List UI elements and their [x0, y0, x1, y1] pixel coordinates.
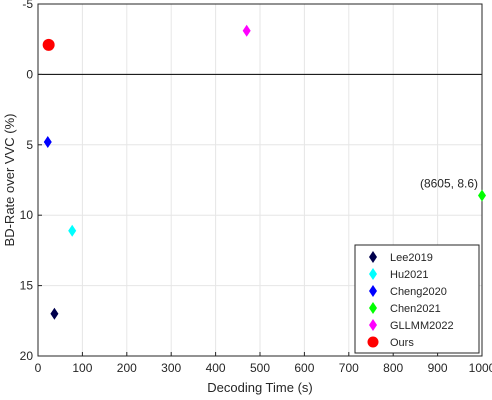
- chen2021-point: [478, 189, 486, 202]
- y-tick-label: 10: [20, 208, 34, 222]
- y-tick-label: 0: [26, 67, 33, 81]
- legend-marker: [369, 285, 377, 297]
- y-tick-label: -5: [22, 0, 33, 11]
- cheng2020-point: [43, 135, 52, 148]
- legend-marker: [369, 268, 377, 280]
- data-points: [42, 24, 486, 320]
- legend-label: Chen2021: [390, 303, 441, 315]
- x-tick-label: 900: [428, 361, 448, 375]
- y-axis-ticks: -5 0 5 10 15 20: [20, 0, 42, 363]
- lee2019-point: [50, 307, 59, 320]
- legend-marker: [367, 336, 379, 348]
- legend-marker: [369, 302, 377, 314]
- x-tick-label: 100: [72, 361, 92, 375]
- legend-entry: GLLMM2022: [369, 319, 454, 332]
- legend-entry: Hu2021: [369, 268, 429, 281]
- x-tick-label: 500: [250, 361, 270, 375]
- legend-label: Lee2019: [390, 252, 433, 264]
- legend-box: [354, 244, 480, 354]
- x-tick-label: 300: [161, 361, 181, 375]
- y-tick-label: 5: [26, 138, 33, 152]
- x-tick-label: 700: [339, 361, 359, 375]
- legend-label: Cheng2020: [390, 286, 447, 298]
- legend: Lee2019 Hu2021 Cheng2020 Chen2021 GLLMM2022 O…: [354, 244, 480, 354]
- legend-marker: [369, 319, 377, 331]
- y-axis-label: BD-Rate over VVC (%): [2, 114, 17, 247]
- x-axis-ticks: 0 100 200 300 400 500 600 700 800 900 1000: [35, 352, 492, 375]
- legend-entry: Lee2019: [369, 251, 433, 264]
- x-tick-label: 200: [117, 361, 137, 375]
- x-axis-label: Decoding Time (s): [207, 380, 312, 395]
- legend-label: Hu2021: [390, 269, 429, 281]
- x-tick-label: 400: [206, 361, 226, 375]
- chen2021-annotation: (8605, 8.6): [420, 176, 478, 190]
- x-tick-label: 800: [383, 361, 403, 375]
- x-tick-label: 1000: [469, 361, 492, 375]
- legend-label: GLLMM2022: [390, 320, 454, 332]
- legend-entry: Chen2021: [369, 302, 441, 315]
- x-tick-label: 0: [35, 361, 42, 375]
- y-tick-label: 20: [20, 349, 34, 363]
- gllmm2022-point: [242, 24, 251, 37]
- x-tick-label: 600: [294, 361, 314, 375]
- legend-entry: Cheng2020: [369, 285, 447, 298]
- ours-point: [42, 38, 55, 51]
- legend-entry: Ours: [367, 336, 414, 349]
- legend-label: Ours: [390, 337, 414, 349]
- hu2021-point: [68, 224, 77, 237]
- y-tick-label: 15: [20, 279, 34, 293]
- legend-marker: [369, 251, 377, 263]
